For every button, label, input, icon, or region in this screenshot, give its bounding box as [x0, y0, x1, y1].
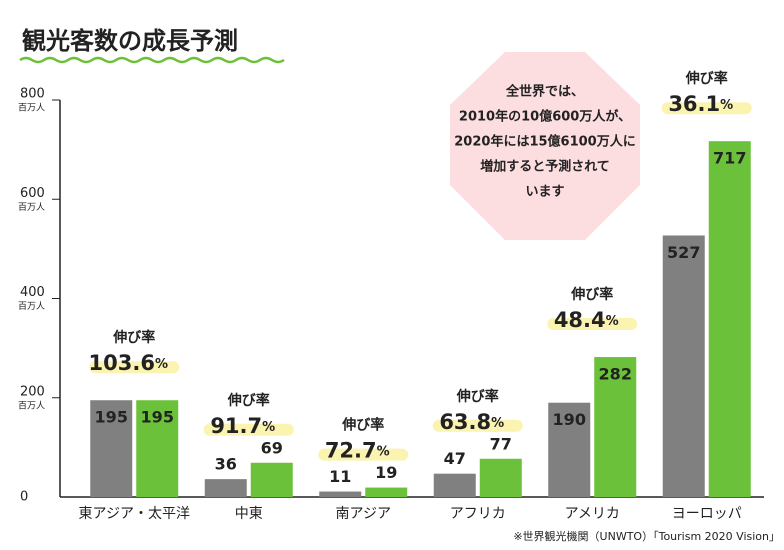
- value-label: 717: [713, 149, 746, 168]
- value-label: 195: [95, 408, 128, 427]
- value-label: 19: [375, 463, 397, 482]
- growth-rate: 36.1%: [668, 92, 733, 116]
- growth-rate-value: 63.8: [439, 410, 491, 434]
- growth-label: 伸び率: [341, 417, 384, 434]
- growth-label: 伸び率: [685, 70, 728, 87]
- growth-unit: %: [491, 415, 504, 430]
- bar: [136, 400, 179, 497]
- bar: [250, 462, 293, 497]
- growth-rate-value: 48.4: [554, 308, 606, 332]
- growth-label: 伸び率: [570, 286, 613, 303]
- growth-label: 伸び率: [112, 329, 155, 346]
- value-label: 47: [444, 449, 466, 468]
- note-line: 2020年には15億6100万人に: [454, 134, 635, 150]
- growth-rate: 91.7%: [210, 414, 275, 438]
- value-label: 36: [215, 455, 237, 474]
- growth-rate: 103.6%: [89, 351, 168, 375]
- growth-unit: %: [155, 357, 168, 372]
- growth-label: 伸び率: [227, 392, 270, 409]
- value-label: 11: [329, 467, 351, 486]
- x-tick-label: ヨーロッパ: [672, 506, 742, 522]
- bar: [662, 235, 705, 497]
- growth-highlight: [547, 318, 638, 331]
- bar: [479, 458, 522, 497]
- bar: [365, 487, 408, 497]
- value-label: 195: [141, 408, 174, 427]
- bar: [548, 402, 591, 497]
- y-tick-label: 0: [20, 490, 28, 505]
- growth-rate-value: 91.7: [210, 414, 262, 438]
- value-label: 190: [553, 410, 586, 429]
- growth-rate: 48.4%: [554, 308, 619, 332]
- note-line: います: [525, 185, 564, 200]
- growth-unit: %: [262, 419, 275, 434]
- source: ※世界観光機関（UNWTO）「Tourism 2020 Vision」: [513, 529, 780, 543]
- value-label: 77: [490, 434, 512, 453]
- y-unit: 百万人: [18, 202, 45, 213]
- y-tick-label: 200: [20, 384, 45, 399]
- bar: [204, 479, 247, 497]
- value-label: 527: [667, 243, 700, 262]
- note-bubble: [450, 52, 640, 240]
- bar: [433, 473, 476, 497]
- growth-rate: 63.8%: [439, 410, 504, 434]
- growth-highlight: [661, 102, 752, 115]
- y-tick-label: 800: [20, 87, 45, 102]
- growth-highlight: [432, 419, 523, 432]
- bar: [708, 141, 751, 497]
- note-line: 2010年の10億600万人が、: [459, 109, 631, 125]
- bar: [594, 357, 637, 497]
- value-label: 282: [599, 365, 632, 384]
- growth-rate-value: 36.1: [668, 92, 720, 116]
- growth-highlight: [203, 423, 294, 436]
- growth-highlight: [318, 448, 409, 461]
- y-unit: 百万人: [18, 400, 45, 411]
- note-line: 全世界では、: [505, 84, 584, 100]
- x-tick-label: 東アジア・太平洋: [79, 506, 190, 522]
- growth-unit: %: [720, 98, 733, 113]
- x-tick-label: 中東: [235, 506, 263, 522]
- title-underline: [19, 56, 285, 64]
- y-tick-label: 400: [20, 285, 45, 300]
- x-tick-label: 南アジア: [336, 506, 391, 522]
- x-tick-label: アメリカ: [565, 506, 620, 522]
- y-unit: 百万人: [18, 301, 45, 312]
- growth-rate-value: 103.6: [89, 351, 155, 375]
- bar: [90, 400, 133, 497]
- growth-label: 伸び率: [456, 388, 499, 405]
- y-tick-label: 600: [20, 186, 45, 201]
- growth-rate-value: 72.7: [325, 439, 377, 463]
- x-tick-label: アフリカ: [450, 506, 506, 522]
- growth-unit: %: [377, 444, 390, 459]
- growth-unit: %: [606, 314, 619, 329]
- value-label: 69: [261, 438, 283, 457]
- note-line: 増加すると予測されて: [480, 159, 610, 175]
- chart-title: 観光客数の成長予測: [22, 27, 238, 55]
- bar: [319, 491, 362, 497]
- growth-highlight: [89, 361, 180, 374]
- y-unit: 百万人: [18, 103, 45, 114]
- growth-rate: 72.7%: [325, 439, 390, 463]
